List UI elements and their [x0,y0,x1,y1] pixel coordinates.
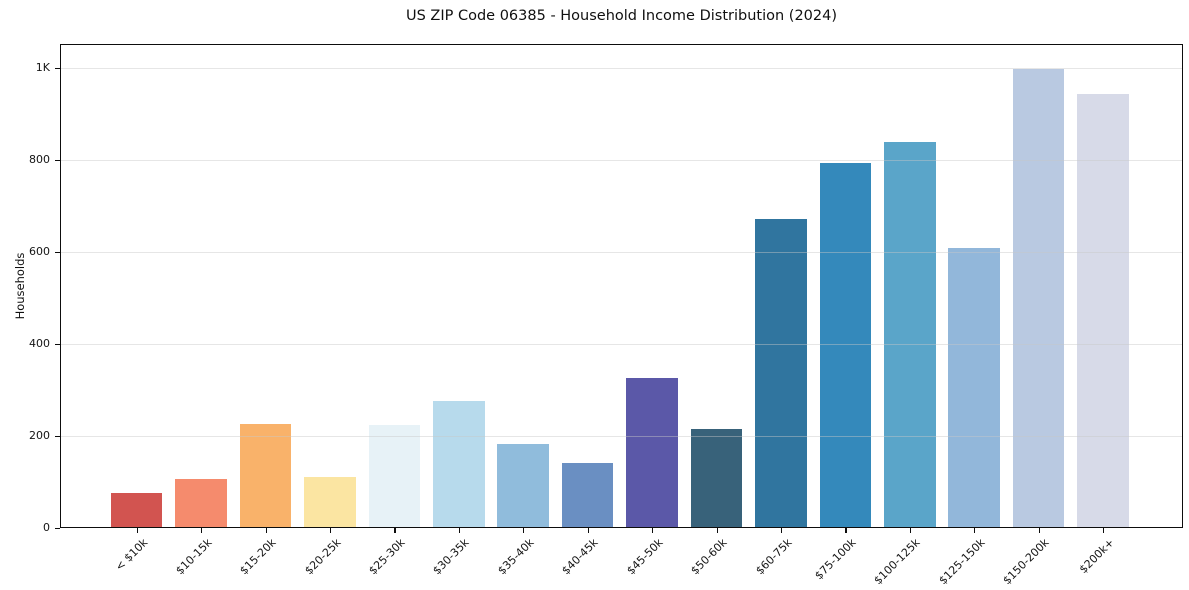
bar-4 [304,476,356,528]
x-tick-label: $200k+ [1076,536,1117,577]
x-tick-mark [845,528,847,533]
x-tick-mark [458,528,460,533]
x-tick-label: $75-100k [812,536,859,583]
x-tick-mark [523,528,525,533]
x-tick-mark [1103,528,1105,533]
x-tick-mark [780,528,783,533]
gridline [60,159,1183,161]
x-tick-label: $60-75k [752,536,795,578]
gridline [60,435,1183,437]
x-tick-label: $50-60k [688,536,730,578]
y-axis-label: Households [13,252,27,320]
y-tick-mark [55,67,60,70]
gridline [60,343,1183,345]
x-tick-label: $150-200k [1000,536,1052,588]
y-tick-label: 200 [29,428,50,442]
x-tick-mark [909,528,911,533]
y-tick-mark [55,528,60,530]
y-tick-label: 400 [29,336,50,350]
x-tick-mark [329,528,332,533]
chart-title: US ZIP Code 06385 - Household Income Dis… [405,8,838,24]
bar-11 [755,218,807,528]
y-tick-label: 1K [35,60,50,74]
y-tick-label: 600 [29,244,50,258]
y-tick-label: 800 [29,152,50,166]
x-tick-label: $10-15k [173,536,215,578]
bar-5 [368,424,421,528]
bar-13 [884,141,936,528]
x-tick-label: $45-50k [624,536,666,578]
y-tick-label: 0 [43,521,50,534]
bar-7 [497,443,549,528]
bar-16 [1077,93,1129,528]
x-tick-mark [394,528,396,533]
bar-15 [1012,68,1065,528]
gridline [60,67,1183,69]
bar-12 [819,162,872,528]
y-tick-mark [55,435,60,438]
x-tick-mark [587,528,589,533]
bar-2 [175,478,227,528]
x-tick-label: < $10k [112,536,150,574]
bar-8 [561,463,614,528]
y-tick-mark [55,159,60,162]
x-tick-label: $35-40k [495,536,537,578]
y-tick-mark [55,251,60,254]
x-tick-label: $100-125k [871,536,924,588]
bar-10 [690,429,743,528]
x-tick-mark [652,528,654,533]
plot-area [60,44,1183,528]
bar-3 [239,423,292,528]
bar-6 [433,401,485,528]
x-tick-label: $20-25k [301,536,344,578]
x-tick-label: $30-35k [430,536,473,578]
x-tick-label: $25-30k [366,536,408,578]
y-tick-mark [55,343,60,346]
x-tick-mark [265,528,267,533]
x-tick-mark [1038,528,1040,533]
bar-1 [110,493,163,528]
bar-9 [626,377,678,528]
x-tick-mark [974,528,976,533]
x-tick-label: $125-150k [936,536,988,588]
x-tick-label: $40-45k [559,536,601,578]
x-tick-mark [201,528,203,533]
x-tick-mark [716,528,718,533]
x-tick-mark [136,528,138,533]
bar-14 [948,247,1000,528]
x-tick-label: $15-20k [237,536,279,578]
gridline [60,251,1183,253]
